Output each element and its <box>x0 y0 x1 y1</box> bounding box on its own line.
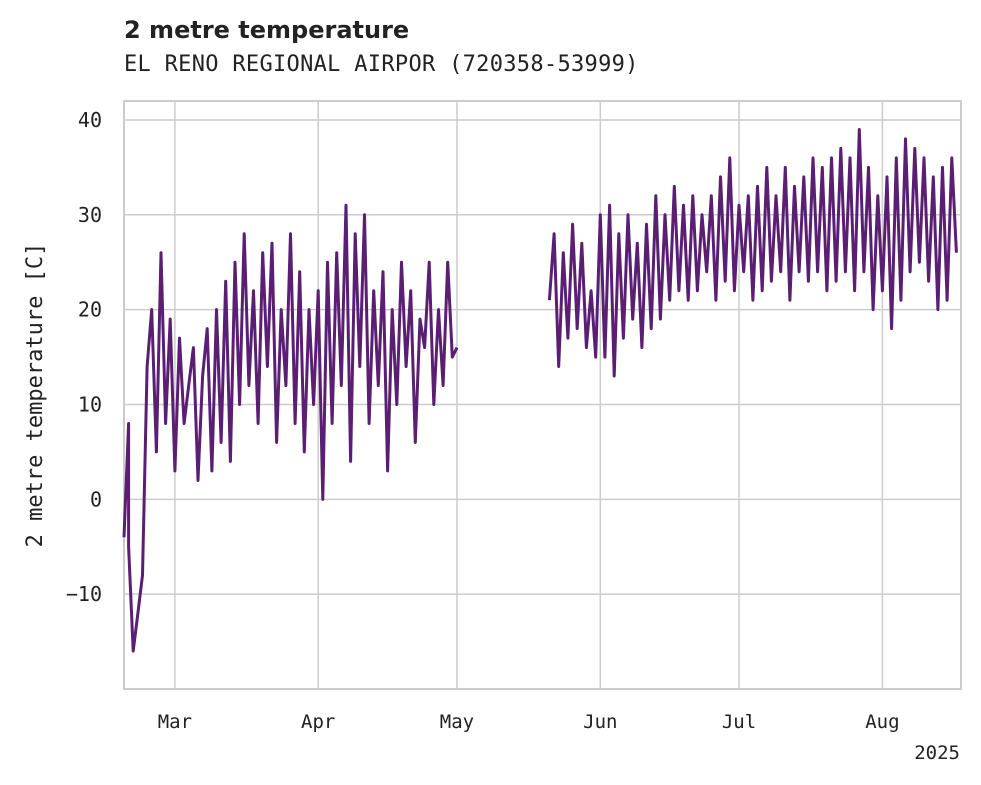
y-tick-label: 30 <box>78 203 102 227</box>
y-axis-ticks: −10 0 10 20 30 40 <box>66 108 102 606</box>
x-tick-label: Mar <box>158 711 192 733</box>
temperature-line-segment-1 <box>122 203 459 653</box>
y-tick-label: 40 <box>78 108 102 132</box>
y-tick-label: 20 <box>78 298 102 322</box>
y-tick-label: 0 <box>90 487 102 511</box>
grid-lines <box>124 101 961 689</box>
y-axis-label: 2 metre temperature [C] <box>23 243 48 548</box>
x-year-label: 2025 <box>914 742 960 764</box>
x-tick-label: May <box>440 711 474 733</box>
chart-subtitle: EL RENO REGIONAL AIRPOR (720358-53999) <box>124 52 639 77</box>
temperature-line-segment-2 <box>547 128 958 378</box>
y-tick-label: 10 <box>78 392 102 416</box>
x-tick-label: Jul <box>722 711 756 733</box>
chart-title: 2 metre temperature <box>124 16 410 44</box>
y-tick-label: −10 <box>66 582 102 606</box>
x-axis-ticks: Mar Apr May Jun Jul Aug <box>158 711 900 733</box>
x-tick-label: Jun <box>583 711 617 733</box>
x-tick-label: Apr <box>301 711 335 733</box>
x-tick-label: Aug <box>865 711 899 733</box>
plot-frame <box>123 100 962 690</box>
series-lines <box>122 128 958 653</box>
